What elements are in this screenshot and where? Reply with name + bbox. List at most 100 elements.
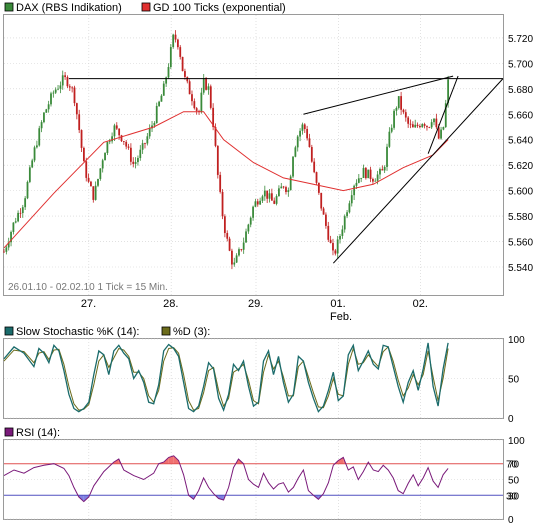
candle-body [353,185,356,196]
rsi-y-tick-label: 50 [508,476,520,487]
candle-body [165,77,168,84]
price-y-tick-label: 5.540 [508,263,533,274]
candle-body [442,126,445,130]
price-y-axis: 5.540 5.560 5.580 5.600 5.620 5.640 5.660 5.680… [508,34,533,274]
candle-body [94,185,97,200]
candle-body [132,161,135,164]
candle-body [336,239,339,254]
candle-body [437,127,440,139]
candle-body [80,130,83,148]
candle-body [172,34,175,48]
candle-body [395,107,398,111]
candle-body [97,178,99,186]
candle-body [381,169,384,171]
candle-body [144,143,146,144]
legend-label-gd100: GD 100 Ticks (exponential) [153,2,286,14]
rsi-y-axis: 0 30 50 70 100 [508,436,525,526]
candle-body [50,93,52,105]
rsi-y-tick-label: 30 [508,491,520,502]
candle-body [28,167,31,182]
candle-body [216,145,219,175]
candle-body [404,112,407,118]
candle-body [111,136,113,142]
legend-label-rsi: RSI (14): [16,427,60,439]
candle-body [397,96,400,108]
trend-lines [68,75,504,264]
candle-body [146,136,149,144]
candle-body [66,77,69,87]
candle-body [52,92,55,94]
stochastic-legend: Slow Stochastic %K (14): %D (3): [4,326,210,338]
candle-body [249,217,252,225]
rsi-grid [4,439,503,520]
candle-body [235,255,238,263]
candle-body [320,192,323,209]
stochastic-k-line [3,342,449,413]
candle-body [174,34,177,40]
candle-body [19,212,22,214]
price-y-tick-label: 5.720 [508,34,533,45]
trend-line [332,78,504,264]
candle-body [113,125,116,137]
candle-body [362,167,365,178]
legend-label-dax: DAX (RBS Indikation) [16,2,122,14]
candle-body [350,195,353,204]
stochastic-y-axis: 0 50 100 [508,335,525,425]
candle-body [195,108,198,111]
candle-body [202,78,205,93]
price-y-tick-label: 5.640 [508,136,533,147]
candle-body [343,216,346,230]
candle-body [99,168,102,179]
candle-body [440,129,442,139]
candle-body [355,182,358,186]
candle-body [339,235,341,240]
candle-body [47,104,50,110]
candle-body [259,200,262,205]
candle-body [289,176,292,191]
candle-body [207,86,210,90]
candle-body [92,186,95,200]
candle-body [78,114,81,131]
candle-body [275,196,278,204]
candle-body [306,129,309,139]
price-x-tick-label: 02. [413,298,428,310]
candle-body [17,212,19,222]
candle-body [219,174,222,192]
candle-body [125,141,128,147]
rsi-legend: RSI (14): [4,427,60,439]
candle-body [214,127,217,146]
candle-body [369,169,372,179]
rsi-line [3,455,449,503]
candle-body [364,167,367,179]
trend-line [427,75,459,154]
candle-body [282,186,285,188]
candle-body [129,147,132,162]
candle-body [278,188,280,197]
candle-body [376,174,379,181]
candle-body [367,169,370,179]
candle-body [209,86,212,108]
x-month-label: Feb. [330,311,352,323]
candle-body [75,103,78,115]
candle-body [233,262,236,265]
candle-body [118,128,121,136]
candle-body [45,109,48,113]
candle-body [26,181,29,199]
candle-body [40,122,43,129]
range-label: 26.01.10 - 02.02.10 1 Tick = 15 Min. [8,282,168,293]
candle-body [303,124,306,130]
candle-body [414,124,417,128]
stochastic-y-tick-label: 50 [508,375,520,386]
rsi-y-tick-label: 0 [508,515,514,526]
candle-body [90,181,92,187]
candle-body [325,214,327,226]
candle-body [193,101,196,109]
candle-body [393,110,395,128]
candle-body [400,96,403,110]
candle-body [346,212,348,217]
candle-body [301,124,304,131]
rsi-reference-lines: 70 30 [4,460,518,502]
rsi-overbought-fill [338,457,344,464]
candle-body [212,107,215,128]
